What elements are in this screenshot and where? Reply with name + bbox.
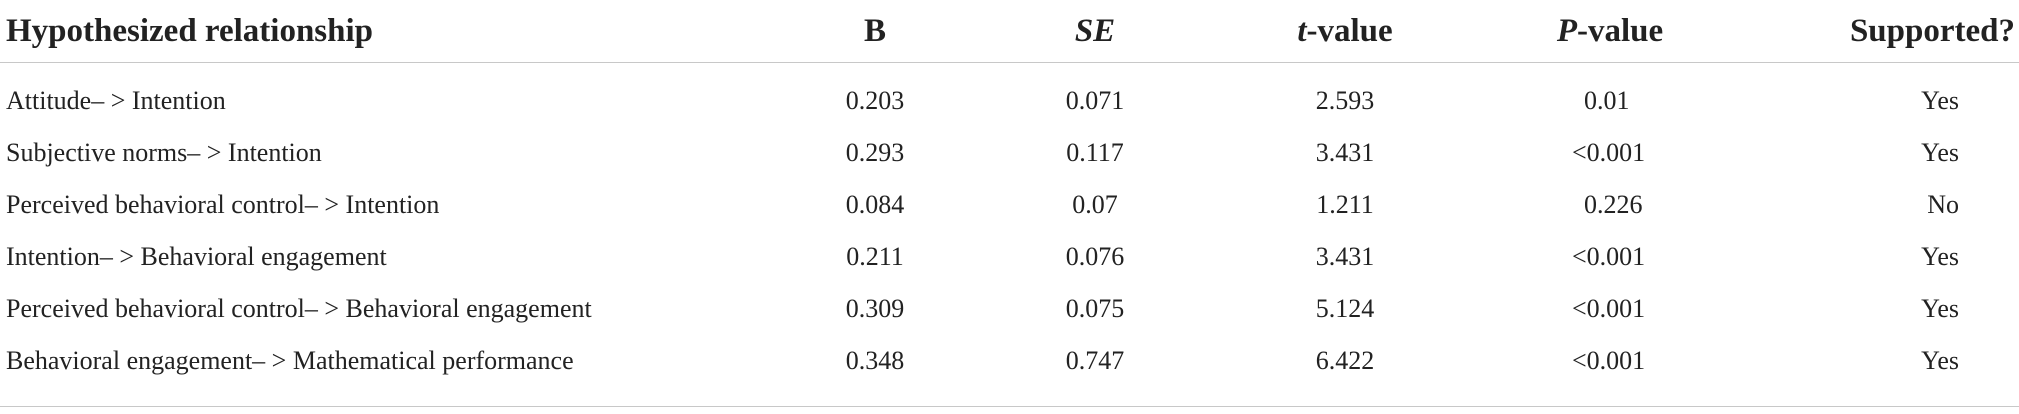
table-row: Subjective norms– > Intention 0.293 0.11… [0, 127, 2019, 179]
cell-supported: No [1927, 190, 1959, 219]
cell-se: 0.076 [1065, 242, 1125, 271]
cell-p-value: <0.001 [1572, 346, 1646, 375]
cell-b: 0.084 [845, 190, 905, 219]
cell-b: 0.211 [846, 242, 904, 271]
cell-t-value: 3.431 [1315, 138, 1375, 167]
cell-t-value: 5.124 [1315, 294, 1375, 323]
cell-p-value: 0.01 [1584, 86, 1630, 115]
cell-t-value: 6.422 [1315, 346, 1375, 375]
header-p-italic: P [1556, 12, 1577, 49]
header-p-value: P-value [1480, 0, 1740, 63]
cell-relationship: Behavioral engagement– > Mathematical pe… [6, 346, 574, 375]
header-t-value: t-value [1210, 0, 1480, 63]
cell-supported: Yes [1921, 346, 1959, 375]
cell-supported: Yes [1921, 86, 1959, 115]
table-header: Hypothesized relationship B SE t-value P… [0, 0, 2019, 63]
cell-t-value: 2.593 [1315, 86, 1375, 115]
cell-supported: Yes [1921, 294, 1959, 323]
hypothesis-results-table: Hypothesized relationship B SE t-value P… [0, 0, 2019, 388]
cell-se: 0.747 [1065, 346, 1125, 375]
cell-relationship: Perceived behavioral control– > Behavior… [6, 294, 592, 323]
cell-se: 0.117 [1066, 138, 1124, 167]
table-row: Attitude– > Intention 0.203 0.071 2.593 … [0, 63, 2019, 128]
cell-relationship: Attitude– > Intention [6, 86, 226, 115]
header-supported: Supported? [1740, 0, 2019, 63]
cell-b: 0.348 [845, 346, 905, 375]
header-se: SE [980, 0, 1210, 63]
table-row: Perceived behavioral control– > Behavior… [0, 283, 2019, 335]
cell-relationship: Intention– > Behavioral engagement [6, 242, 387, 271]
header-t-rest: -value [1306, 12, 1393, 49]
header-p-rest: -value [1577, 12, 1664, 49]
cell-relationship: Perceived behavioral control– > Intentio… [6, 190, 440, 219]
table-row: Intention– > Behavioral engagement 0.211… [0, 231, 2019, 283]
header-t-italic: t [1297, 12, 1307, 49]
cell-b: 0.203 [845, 86, 905, 115]
table-row: Perceived behavioral control– > Intentio… [0, 179, 2019, 231]
table-body: Attitude– > Intention 0.203 0.071 2.593 … [0, 63, 2019, 388]
cell-relationship: Subjective norms– > Intention [6, 138, 322, 167]
cell-supported: Yes [1921, 138, 1959, 167]
cell-p-value: 0.226 [1584, 190, 1643, 219]
table-row: Behavioral engagement– > Mathematical pe… [0, 335, 2019, 387]
cell-p-value: <0.001 [1572, 294, 1646, 323]
cell-t-value: 3.431 [1315, 242, 1375, 271]
cell-b: 0.293 [845, 138, 905, 167]
cell-b: 0.309 [845, 294, 905, 323]
cell-p-value: <0.001 [1572, 242, 1646, 271]
cell-se: 0.075 [1065, 294, 1125, 323]
cell-se: 0.071 [1065, 86, 1125, 115]
cell-p-value: <0.001 [1572, 138, 1646, 167]
cell-t-value: 1.211 [1316, 190, 1374, 219]
cell-supported: Yes [1921, 242, 1959, 271]
cell-se: 0.07 [1072, 190, 1118, 219]
header-se-label: SE [1074, 12, 1116, 49]
header-row: Hypothesized relationship B SE t-value P… [0, 0, 2019, 63]
header-hypothesized-relationship: Hypothesized relationship [0, 0, 770, 63]
table-bottom-rule [0, 406, 2019, 407]
header-b: B [770, 0, 980, 63]
